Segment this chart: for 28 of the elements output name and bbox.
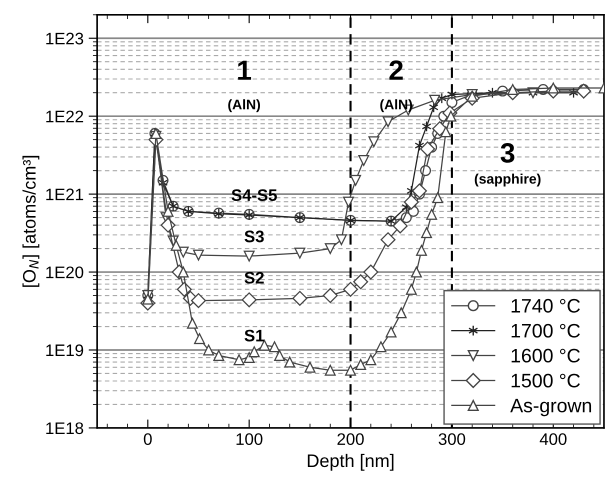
legend-label: 1600 °C	[512, 348, 580, 363]
annotation: (AlN)	[228, 99, 260, 112]
annotation: S3	[244, 230, 264, 242]
x-tick-label: 300	[438, 433, 466, 446]
y-tick-label: 1E20	[46, 266, 84, 278]
legend-label: 1500 °C	[512, 374, 580, 388]
x-tick-label: 400	[540, 433, 567, 446]
annotation: S4-S5	[232, 189, 277, 202]
y-tick-label: 1E22	[46, 110, 84, 122]
annotation: S1	[244, 330, 264, 342]
x-axis-title: Depth [nm]	[308, 454, 394, 471]
y-axis-title: [O$_{N}$] [atoms/cm³]	[22, 156, 40, 287]
annotation: 2	[389, 60, 403, 80]
x-tick-label: 0	[144, 433, 152, 446]
annotation: 1	[238, 60, 252, 80]
annotation: S2	[244, 272, 264, 284]
annotation: 3	[500, 143, 514, 163]
y-tick-label: 1E21	[46, 188, 84, 200]
annotation: (AlN)	[380, 99, 412, 112]
legend-label: 1740 °C	[512, 298, 580, 313]
legend-label: As-grown	[510, 398, 592, 416]
x-tick-label: 100	[236, 433, 262, 446]
annotation: (sapphire)	[474, 174, 541, 187]
y-tick-label: 1E23	[46, 32, 84, 44]
y-tick-label: 1E18	[46, 422, 84, 434]
legend-label: 1700 °C	[512, 324, 580, 338]
x-tick-label: 200	[337, 433, 364, 446]
y-tick-label: 1E19	[46, 344, 84, 356]
